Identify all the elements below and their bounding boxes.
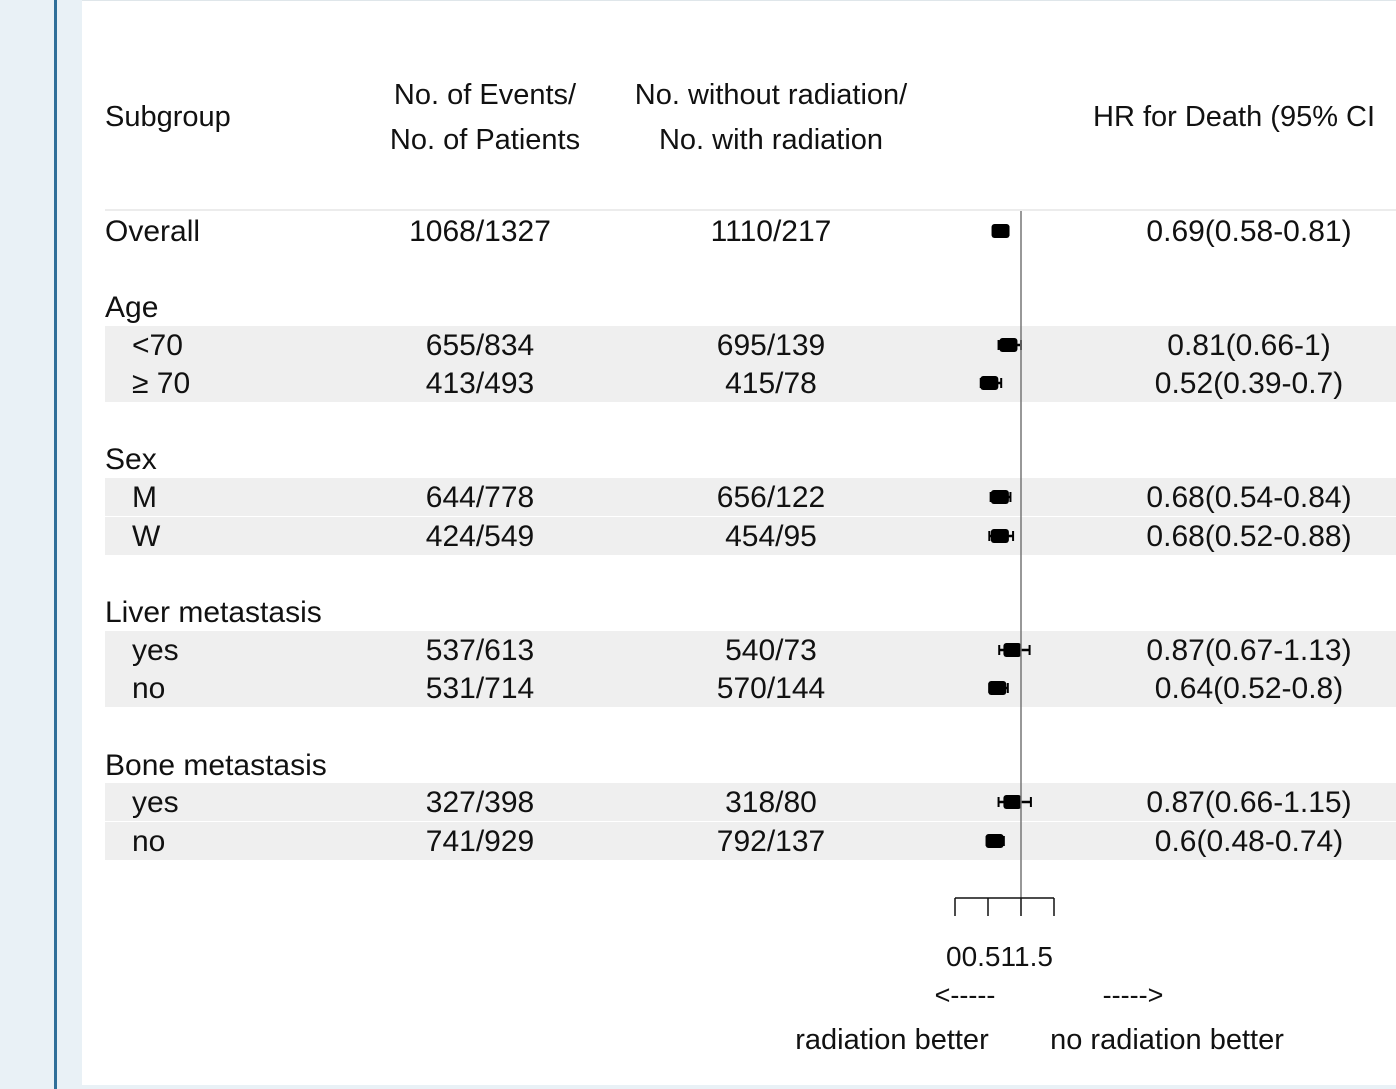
row-radiation: 1110/217 <box>711 215 832 248</box>
row-label: <70 <box>132 329 183 362</box>
header-events-line1: No. of Events/ <box>394 79 577 111</box>
row-label: M <box>132 481 157 514</box>
row-hr-text: 0.68(0.54-0.84) <box>1146 481 1351 514</box>
point-estimate <box>988 681 1007 695</box>
row-radiation: 415/78 <box>725 367 817 400</box>
forest-marks <box>979 211 1032 898</box>
row-shade <box>105 326 1396 364</box>
point-estimate <box>999 338 1018 352</box>
group-label: Age <box>105 291 158 324</box>
row-label: yes <box>132 786 179 819</box>
row-events: 424/549 <box>426 520 534 553</box>
forest-plot: Subgroup No. of Events/ No. of Patients … <box>105 79 1396 1056</box>
point-estimate <box>990 490 1009 504</box>
point-estimate <box>1003 643 1022 657</box>
row-label: no <box>132 672 165 705</box>
x-axis-tick-label: 1.5 <box>1014 941 1053 972</box>
row-label: no <box>132 825 165 858</box>
x-axis-tick-labels: 00.511.5 <box>946 941 1053 972</box>
group-label: Bone metastasis <box>105 749 327 782</box>
point-estimate <box>1003 795 1022 809</box>
row-label: yes <box>132 634 179 667</box>
right-direction-label: no radiation better <box>1050 1024 1284 1056</box>
left-direction-label: radiation better <box>795 1024 989 1056</box>
header-events-line2: No. of Patients <box>390 124 580 156</box>
point-estimate <box>990 529 1009 543</box>
x-axis-tick-label: 0 <box>946 941 962 972</box>
row-radiation: 540/73 <box>725 634 817 667</box>
group-label: Liver metastasis <box>105 596 322 629</box>
x-axis-tick-label: 1 <box>1001 941 1016 972</box>
row-events: 741/929 <box>426 825 534 858</box>
row-radiation: 454/95 <box>725 520 817 553</box>
row-hr-text: 0.81(0.66-1) <box>1167 329 1330 362</box>
header-hr: HR for Death (95% CI <box>1093 101 1375 133</box>
x-axis: 00.511.5 <box>946 897 1055 972</box>
row-radiation: 570/144 <box>717 672 825 705</box>
point-estimate <box>991 224 1010 238</box>
forest-plot-card: Subgroup No. of Events/ No. of Patients … <box>82 0 1396 1085</box>
row-events: 413/493 <box>426 367 534 400</box>
table-rows: Overall 1068/1327 1110/217 0.69(0.58-0.81) A… <box>105 215 1352 858</box>
row-shading-layer <box>105 326 1396 860</box>
row-label: W <box>132 520 161 553</box>
row-hr-text: 0.64(0.52-0.8) <box>1155 672 1343 705</box>
right-arrow: -----> <box>1103 980 1164 1010</box>
row-events: 327/398 <box>426 786 534 819</box>
header-radiation-line1: No. without radiation/ <box>635 79 908 111</box>
row-shade <box>105 478 1396 516</box>
row-hr-text: 0.68(0.52-0.88) <box>1146 520 1351 553</box>
row-shade <box>105 669 1396 707</box>
point-estimate <box>980 376 999 390</box>
row-hr-text: 0.69(0.58-0.81) <box>1146 215 1351 248</box>
row-events: 655/834 <box>426 329 534 362</box>
row-radiation: 318/80 <box>725 786 817 819</box>
row-shade <box>105 783 1396 821</box>
row-shade <box>105 822 1396 860</box>
x-axis-tick-label: 0.5 <box>962 941 1001 972</box>
row-radiation: 792/137 <box>717 825 825 858</box>
row-events: 531/714 <box>426 672 534 705</box>
row-label: Overall <box>105 215 200 248</box>
direction-annotations: <----- -----> radiation better no radiat… <box>795 980 1284 1056</box>
row-hr-text: 0.87(0.67-1.13) <box>1146 634 1351 667</box>
row-radiation: 656/122 <box>717 481 825 514</box>
row-hr-text: 0.87(0.66-1.15) <box>1146 786 1351 819</box>
point-estimate <box>985 834 1004 848</box>
row-label: ≥ 70 <box>132 367 190 400</box>
row-events: 537/613 <box>426 634 534 667</box>
header-subgroup: Subgroup <box>105 101 231 133</box>
row-radiation: 695/139 <box>717 329 825 362</box>
row-shade <box>105 364 1396 402</box>
row-hr-text: 0.6(0.48-0.74) <box>1155 825 1343 858</box>
table-header: Subgroup No. of Events/ No. of Patients … <box>105 79 1375 156</box>
row-shade <box>105 517 1396 555</box>
left-arrow: <----- <box>935 980 996 1010</box>
row-shade <box>105 631 1396 669</box>
row-hr-text: 0.52(0.39-0.7) <box>1155 367 1343 400</box>
page-left-rule <box>54 0 57 1089</box>
row-events: 1068/1327 <box>409 215 551 248</box>
header-radiation-line2: No. with radiation <box>659 124 883 156</box>
group-label: Sex <box>105 443 157 476</box>
row-events: 644/778 <box>426 481 534 514</box>
